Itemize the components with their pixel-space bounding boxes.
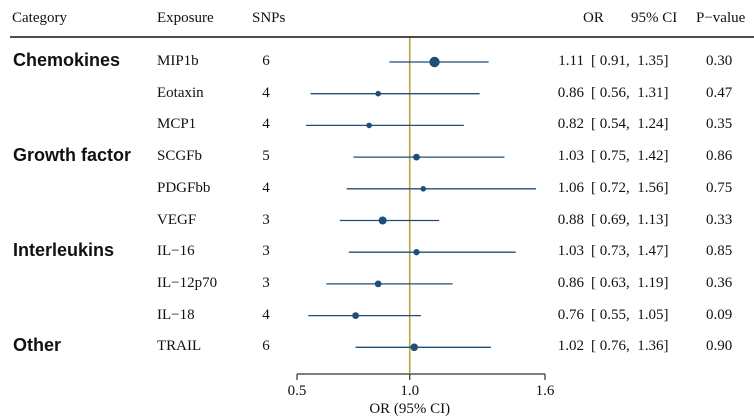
exposure-label: Eotaxin [157, 84, 204, 101]
p-value: 0.90 [706, 338, 733, 355]
or-point [378, 216, 387, 225]
or-value: 0.82 [557, 116, 584, 133]
or-value: 1.11 [558, 53, 584, 69]
exposure-label: VEGF [157, 211, 197, 228]
exposure-label: IL−18 [157, 306, 195, 323]
snps-value: 4 [262, 179, 270, 196]
or-point [420, 186, 427, 192]
exposure-label: PDGFbb [157, 179, 211, 196]
p-value: 0.86 [706, 148, 733, 165]
or-value: 0.86 [557, 274, 584, 291]
or-point [352, 312, 360, 319]
p-value: 0.47 [706, 84, 733, 101]
header-ci: 95% CI [631, 10, 678, 26]
or-point [429, 56, 440, 68]
exposure-label: IL−16 [157, 243, 195, 260]
exposure-label: TRAIL [157, 338, 202, 355]
x-tick-label: 1.6 [536, 383, 555, 399]
p-value: 0.30 [706, 53, 733, 69]
p-value: 0.36 [706, 274, 733, 291]
or-value: 0.88 [557, 211, 584, 228]
category-label: Growth factor [13, 145, 132, 166]
header-snps: SNPs [252, 10, 286, 26]
snps-value: 4 [262, 306, 270, 323]
category-label: Other [13, 335, 62, 356]
header-p-value: P−value [696, 10, 746, 26]
category-label: Chemokines [13, 50, 121, 70]
or-value: 1.03 [557, 148, 584, 165]
snps-value: 6 [262, 338, 270, 355]
p-value: 0.75 [706, 179, 733, 196]
or-point [413, 153, 420, 161]
snps-value: 4 [262, 84, 270, 101]
or-value: 1.02 [557, 338, 584, 355]
p-value: 0.33 [706, 211, 733, 228]
exposure-label: SCGFb [157, 148, 203, 165]
p-value: 0.35 [706, 116, 733, 133]
exposure-label: MCP1 [157, 116, 197, 133]
or-point [410, 343, 418, 352]
snps-value: 3 [262, 243, 270, 260]
x-axis-label: OR (95% CI) [369, 401, 450, 417]
or-value: 0.76 [557, 306, 584, 323]
or-value: 1.06 [557, 179, 584, 196]
p-value: 0.85 [706, 243, 733, 260]
or-value: 0.86 [557, 84, 584, 101]
ci-value: [ 0.54, 1.24] [591, 116, 669, 133]
snps-value: 5 [262, 148, 270, 165]
ci-value: [ 0.56, 1.31] [591, 84, 669, 101]
or-point [366, 122, 372, 129]
or-point [375, 90, 381, 97]
category-label: Interleukins [13, 240, 115, 261]
snps-value: 4 [262, 116, 270, 133]
exposure-label: IL−12p70 [157, 274, 218, 291]
ci-value: [ 0.76, 1.36] [591, 338, 669, 355]
snps-value: 6 [262, 53, 270, 69]
snps-value: 3 [262, 211, 270, 228]
header-or: OR [583, 10, 604, 26]
x-tick-label: 1.0 [400, 383, 419, 399]
or-point [374, 280, 382, 288]
header-exposure: Exposure [157, 10, 214, 26]
snps-value: 3 [262, 274, 270, 291]
or-value: 1.03 [557, 243, 584, 260]
p-value: 0.09 [706, 306, 733, 323]
header-category: Category [12, 10, 67, 26]
or-point [413, 249, 420, 256]
ci-value: [ 0.91, 1.35] [591, 53, 669, 69]
ci-value: [ 0.75, 1.42] [591, 148, 669, 165]
exposure-label: MIP1b [157, 53, 199, 69]
ci-value: [ 0.63, 1.19] [591, 274, 669, 291]
ci-value: [ 0.69, 1.13] [591, 211, 669, 228]
ci-value: [ 0.72, 1.56] [591, 179, 669, 196]
ci-value: [ 0.55, 1.05] [591, 306, 669, 323]
ci-value: [ 0.73, 1.47] [591, 243, 669, 260]
x-tick-label: 0.5 [288, 383, 307, 399]
